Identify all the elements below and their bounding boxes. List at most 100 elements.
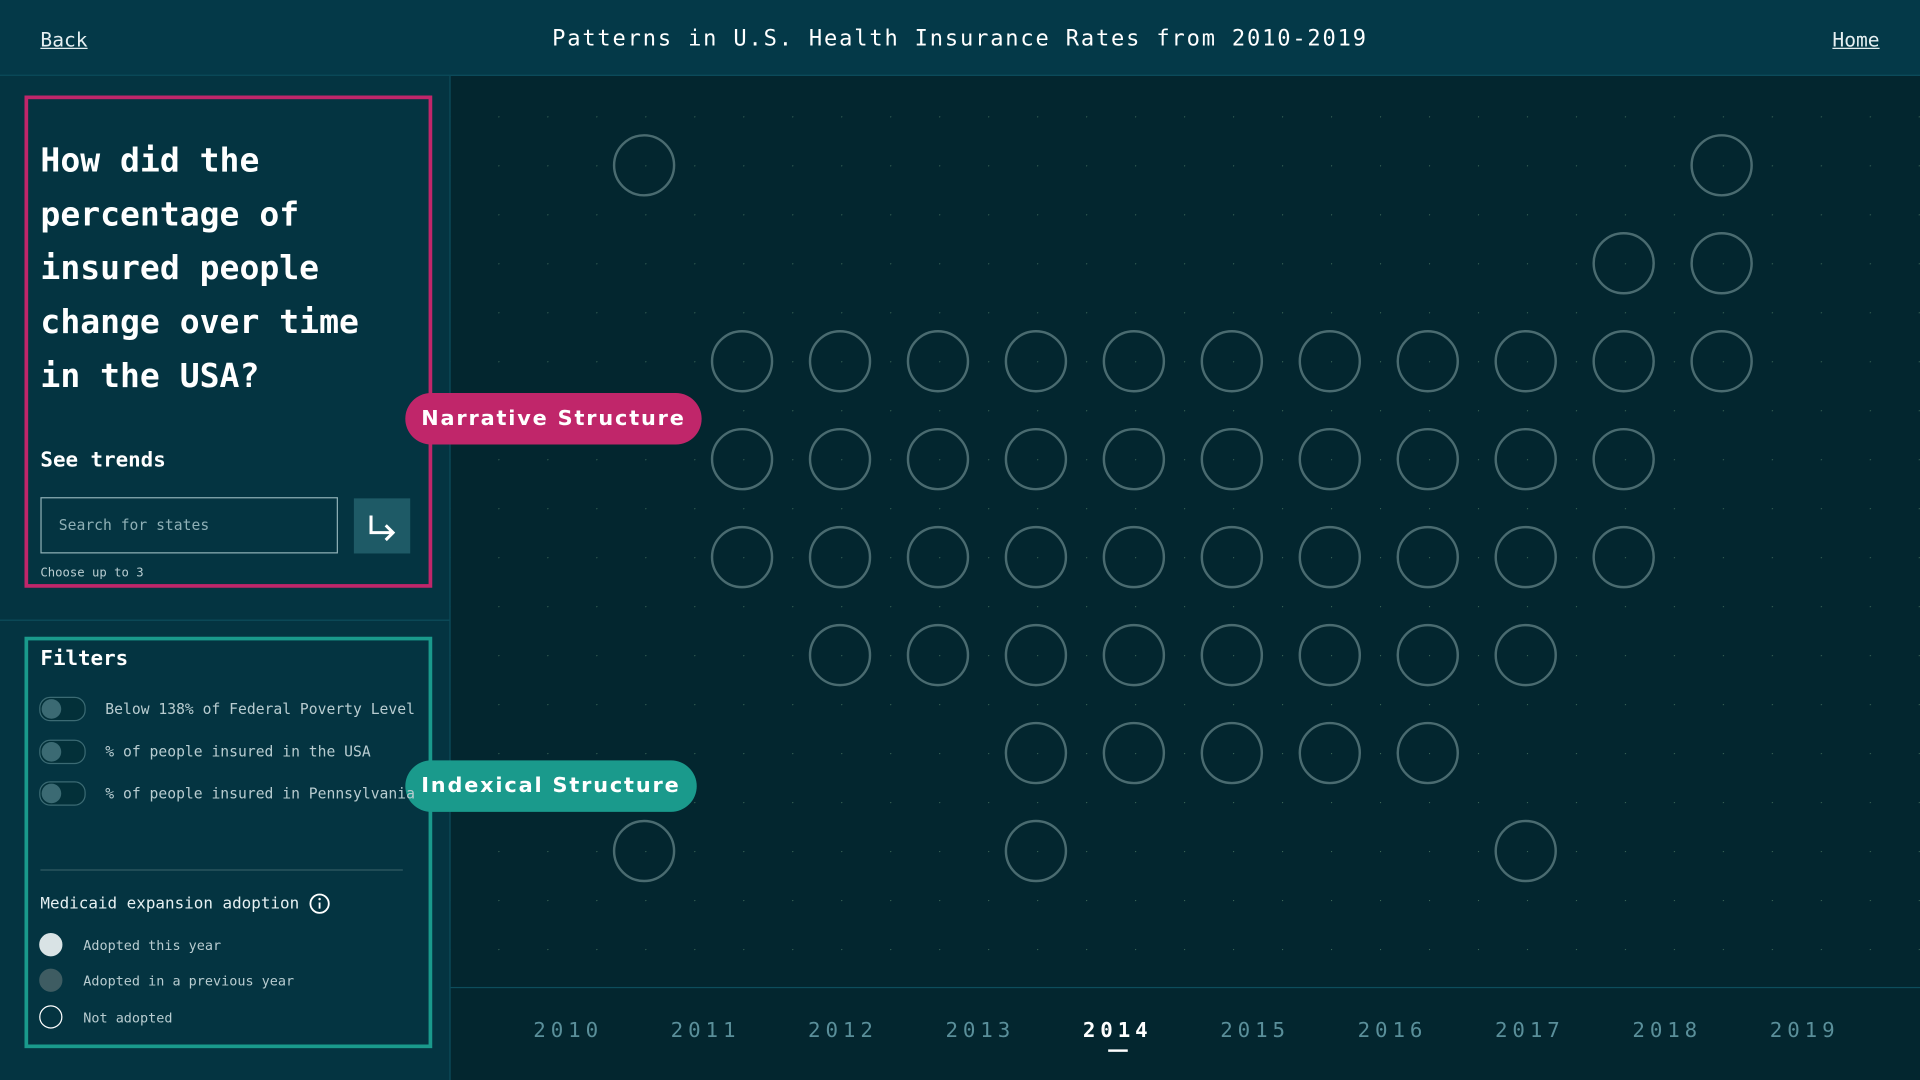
state-tile[interactable] — [1494, 525, 1557, 589]
state-tile[interactable] — [1396, 721, 1459, 785]
state-tile[interactable] — [1004, 330, 1068, 393]
state-tile[interactable] — [710, 427, 774, 491]
state-tile[interactable] — [808, 525, 872, 589]
state-tile[interactable] — [1200, 623, 1264, 687]
legend-label: Not adopted — [83, 1010, 173, 1027]
toggle-label: % of people insured in Pennsylvania — [105, 784, 415, 803]
state-tile[interactable] — [1200, 427, 1264, 491]
state-tile[interactable] — [1004, 525, 1068, 589]
home-link[interactable]: Home — [1832, 28, 1880, 52]
toggle[interactable] — [39, 696, 86, 722]
legend-swatch — [39, 968, 63, 992]
see-trends: See trends — [40, 448, 166, 473]
year-button[interactable]: 2017 — [1494, 1018, 1565, 1044]
page-title: Patterns in U.S. Health Insurance Rates … — [552, 25, 1368, 52]
toggle-label: % of people insured in the USA — [105, 743, 371, 761]
search-button[interactable] — [353, 498, 411, 554]
filters-box — [24, 636, 433, 1049]
year-button[interactable]: 2019 — [1769, 1018, 1840, 1044]
state-tile[interactable] — [1396, 330, 1459, 393]
state-tile[interactable] — [1102, 427, 1166, 491]
timeline-divider — [450, 986, 1920, 989]
state-tile[interactable] — [710, 330, 774, 393]
legend-label: Adopted this year — [83, 937, 222, 954]
state-tile[interactable] — [808, 427, 872, 491]
question-box — [24, 95, 433, 588]
year-button[interactable]: 2013 — [945, 1018, 1016, 1044]
dot-grid — [450, 75, 1920, 987]
state-tile[interactable] — [1200, 525, 1264, 589]
state-tile[interactable] — [1004, 721, 1068, 785]
year-button[interactable]: 2010 — [533, 1018, 604, 1044]
state-tile[interactable] — [1494, 427, 1557, 491]
state-map — [450, 75, 1920, 987]
state-tile[interactable] — [1396, 525, 1459, 589]
state-tile[interactable] — [1004, 623, 1068, 687]
state-tile[interactable] — [1494, 623, 1557, 687]
state-tile[interactable] — [1592, 232, 1655, 295]
state-tile[interactable] — [1102, 721, 1166, 785]
header: Back Patterns in U.S. Health Insurance R… — [0, 0, 1920, 76]
legend-swatch — [39, 1005, 63, 1029]
state-tile[interactable] — [906, 525, 970, 589]
state-tile[interactable] — [1004, 819, 1068, 883]
state-tile[interactable] — [612, 819, 676, 883]
year-underline — [1107, 1049, 1128, 1052]
legend-swatch — [39, 933, 63, 957]
state-tile[interactable] — [906, 427, 970, 491]
state-tile[interactable] — [1102, 623, 1166, 687]
state-tile[interactable] — [906, 330, 970, 393]
medicaid-title: Medicaid expansion adoption — [40, 895, 300, 914]
state-tile[interactable] — [1102, 330, 1166, 393]
info-icon[interactable] — [309, 893, 331, 915]
year-button[interactable]: 2011 — [670, 1018, 741, 1044]
year-button[interactable]: 2018 — [1632, 1018, 1703, 1044]
indexical-label: Indexical Structure — [405, 760, 697, 812]
state-tile[interactable] — [1298, 427, 1362, 491]
state-tile[interactable] — [1396, 427, 1459, 491]
question: How did the percentage of insured people… — [40, 142, 359, 396]
state-tile[interactable] — [1690, 134, 1753, 197]
year-button[interactable]: 2016 — [1357, 1018, 1428, 1044]
state-tile[interactable] — [1396, 623, 1459, 687]
sidebar — [0, 75, 451, 1080]
state-tile[interactable] — [1298, 623, 1362, 687]
search-input[interactable]: Search for states — [40, 497, 338, 554]
state-tile[interactable] — [906, 623, 970, 687]
state-tile[interactable] — [1200, 721, 1264, 785]
divider — [0, 619, 450, 621]
state-tile[interactable] — [1592, 330, 1655, 393]
back-link[interactable]: Back — [40, 28, 88, 52]
state-tile[interactable] — [1592, 427, 1655, 491]
filters-divider — [40, 869, 403, 871]
year-button[interactable]: 2014 — [1082, 1018, 1153, 1044]
state-tile[interactable] — [1298, 721, 1362, 785]
state-tile[interactable] — [1298, 525, 1362, 589]
filters-title: Filters — [40, 646, 129, 672]
toggle-label: Below 138% of Federal Poverty Level — [105, 700, 415, 718]
search-placeholder: Search for states — [58, 516, 210, 534]
enter-icon — [369, 515, 396, 542]
hint: Choose up to 3 — [40, 566, 144, 581]
state-tile[interactable] — [1494, 330, 1557, 393]
legend-label: Adopted in a previous year — [83, 973, 295, 990]
state-tile[interactable] — [612, 134, 676, 197]
state-tile[interactable] — [1102, 525, 1166, 589]
state-tile[interactable] — [1200, 330, 1264, 393]
state-tile[interactable] — [1690, 330, 1753, 393]
year-button[interactable]: 2012 — [808, 1018, 878, 1044]
state-tile[interactable] — [808, 623, 872, 687]
state-tile[interactable] — [808, 330, 872, 393]
state-tile[interactable] — [1592, 525, 1655, 589]
narrative-label: Narrative Structure — [405, 393, 702, 445]
toggle[interactable] — [39, 739, 86, 765]
year-button[interactable]: 2015 — [1220, 1018, 1290, 1044]
state-tile[interactable] — [1004, 427, 1068, 491]
state-tile[interactable] — [710, 525, 774, 589]
toggle[interactable] — [39, 781, 86, 806]
state-tile[interactable] — [1494, 819, 1557, 883]
state-tile[interactable] — [1298, 330, 1362, 393]
state-tile[interactable] — [1690, 232, 1753, 295]
